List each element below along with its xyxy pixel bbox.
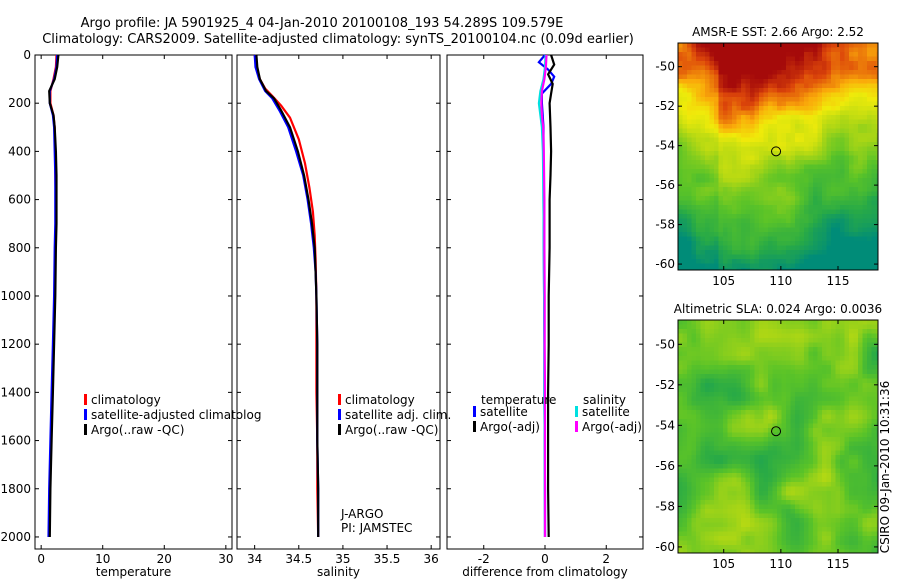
series-line: [540, 54, 548, 537]
y-tick-label: 1200: [0, 337, 31, 351]
legend-label: satellite: [582, 405, 630, 419]
y-tick-label: -56: [655, 459, 675, 473]
x-tick-label: 35: [335, 552, 350, 566]
argo-position-marker: [771, 426, 782, 437]
y-tick-label: 1800: [0, 482, 31, 496]
x-tick-label: 0: [37, 552, 45, 566]
y-tick-label: -58: [655, 218, 675, 232]
profile-panel-1: 0 10 20 30 0 200 400 600 800 1000 1200 1400 1600 1800…: [0, 48, 261, 579]
y-tick-label: 1000: [0, 289, 31, 303]
map-field: [678, 320, 878, 553]
map-title: Altimetric SLA: 0.024 Argo: 0.0036: [674, 302, 882, 316]
x-tick-label: 115: [827, 274, 850, 288]
legend-swatch: [338, 409, 341, 420]
side-credit-label: CSIRO 09-Jan-2010 10:31:36: [878, 381, 892, 553]
y-tick-label: -54: [655, 139, 675, 153]
figure-title-line2: Climatology: CARS2009. Satellite-adjuste…: [42, 32, 634, 47]
series-line: [253, 54, 320, 537]
x-tick-label: 2: [602, 552, 610, 566]
legend-label: Argo(-adj): [582, 420, 642, 434]
y-tick-label: 1400: [0, 385, 31, 399]
y-tick-label: 600: [8, 193, 31, 207]
figure-title-line1: Argo profile: JA 5901925_4 04-Jan-2010 2…: [81, 16, 564, 31]
x-tick-label: 34.5: [285, 552, 312, 566]
x-tick-label: 34: [247, 552, 262, 566]
x-tick-label: 0: [541, 552, 549, 566]
annotation-label: PI: JAMSTEC: [341, 521, 412, 535]
x-tick-label: 30: [218, 552, 233, 566]
x-axis-label: temperature: [96, 565, 171, 579]
series-line: [546, 54, 556, 538]
legend-label: satellite: [480, 405, 528, 419]
y-tick-label: 800: [8, 241, 31, 255]
legend-label: satellite adj. clim.: [345, 408, 451, 422]
legend-swatch: [84, 424, 87, 435]
legend-swatch: [473, 406, 476, 417]
legend-swatch: [338, 424, 341, 435]
legend-swatch: [338, 394, 341, 405]
legend-swatch: [575, 406, 578, 417]
x-tick-label: 10: [95, 552, 110, 566]
map-panel-1: 105 110 115 -50 -52 -54 -56 -58 -60 AMSR-E SST: 2…: [655, 25, 879, 288]
x-tick-label: 35.5: [374, 552, 401, 566]
argo-position-marker: [771, 146, 782, 157]
x-tick-label: 110: [769, 557, 792, 571]
y-tick-label: 0: [23, 48, 31, 62]
series-line: [253, 54, 320, 538]
x-axis-label: salinity: [317, 565, 360, 579]
legend-label: climatology: [345, 393, 415, 407]
x-tick-label: -2: [478, 552, 490, 566]
map-panel-2: 105 110 115 -50 -52 -54 -56 -58 -60 Altimetric SL…: [655, 302, 882, 571]
y-tick-label: -60: [655, 540, 675, 554]
y-tick-label: -60: [655, 257, 675, 271]
y-tick-label: -50: [655, 337, 675, 351]
y-tick-label: -52: [655, 378, 675, 392]
map-title: AMSR-E SST: 2.66 Argo: 2.52: [692, 25, 864, 39]
x-tick-label: 110: [769, 274, 792, 288]
x-tick-label: 105: [712, 274, 735, 288]
map-frame: [677, 42, 879, 271]
y-tick-label: 200: [8, 96, 31, 110]
legend-label: Argo(..raw -QC): [91, 423, 184, 437]
y-tick-label: -52: [655, 99, 675, 113]
legend-label: Argo(-adj): [480, 420, 540, 434]
map-field: [678, 43, 878, 270]
x-axis-label: difference from climatology: [462, 565, 628, 579]
x-tick-label: 20: [157, 552, 172, 566]
y-tick-label: -54: [655, 418, 675, 432]
profile-panel-2: 34 34.5 35 35.5 36 salinity climatologysatelli…: [236, 54, 451, 579]
plot-frame: [34, 54, 233, 550]
y-tick-label: 1600: [0, 434, 31, 448]
legend-heading: salinity: [583, 393, 626, 407]
x-tick-label: 115: [827, 557, 850, 571]
series-line: [48, 54, 60, 538]
legend-label: Argo(..raw -QC): [345, 423, 438, 437]
y-tick-label: 2000: [0, 530, 31, 544]
legend-swatch: [473, 421, 476, 432]
plot-frame: [236, 54, 441, 550]
x-tick-label: 36: [424, 552, 439, 566]
legend-swatch: [575, 421, 578, 432]
y-tick-label: -56: [655, 178, 675, 192]
series-line: [255, 54, 320, 537]
y-tick-label: -50: [655, 60, 675, 74]
legend-label: climatology: [91, 393, 161, 407]
legend-swatch: [84, 409, 87, 420]
y-tick-label: 400: [8, 144, 31, 158]
legend-label: satellite-adjusted climatolog: [91, 408, 261, 422]
map-frame: [677, 319, 879, 554]
annotation-label: J-ARGO: [340, 507, 383, 521]
y-tick-label: -58: [655, 499, 675, 513]
x-tick-label: 105: [712, 557, 735, 571]
legend-swatch: [84, 394, 87, 405]
legend-heading: temperature: [481, 393, 556, 407]
